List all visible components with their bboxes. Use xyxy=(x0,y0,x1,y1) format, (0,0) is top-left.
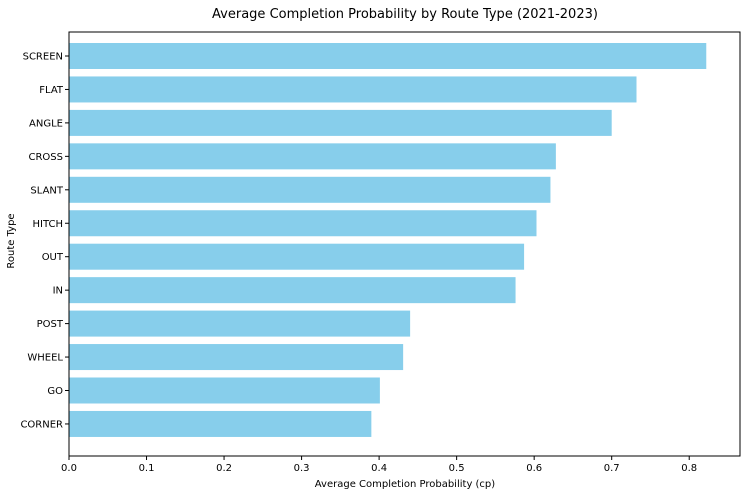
x-axis-ticks: 0.0 0.1 0.2 0.3 0.4 0.5 0.6 0.7 0.8 xyxy=(61,456,697,474)
y-tick-label: CORNER xyxy=(20,419,63,430)
y-tick-label: GO xyxy=(47,386,63,397)
plot-frame xyxy=(68,31,741,457)
x-tick-label: 0.2 xyxy=(216,463,232,474)
y-axis-ticks: SCREEN FLAT ANGLE CROSS SLANT HITCH OUT IN POST W… xyxy=(20,52,69,430)
chart-title: Average Completion Probability by Route … xyxy=(212,7,598,22)
x-tick-label: 0.0 xyxy=(61,463,77,474)
bar-angle xyxy=(69,109,612,136)
bar-slant xyxy=(69,176,551,203)
bar-out xyxy=(69,243,525,270)
x-tick-label: 0.7 xyxy=(604,463,620,474)
bar-go xyxy=(69,377,380,404)
bars-group xyxy=(69,43,707,437)
bar-screen xyxy=(69,43,707,69)
x-tick-label: 0.6 xyxy=(526,463,542,474)
bar-in xyxy=(69,277,516,304)
y-axis-label: Route Type xyxy=(6,213,17,268)
x-tick-label: 0.3 xyxy=(294,463,310,474)
x-axis-label: Average Completion Probability (cp) xyxy=(315,479,495,490)
x-tick-label: 0.4 xyxy=(371,463,387,474)
y-tick-label: IN xyxy=(53,286,63,297)
bar-post xyxy=(69,310,411,337)
y-tick-label: HITCH xyxy=(33,219,64,230)
bar-corner xyxy=(69,410,372,437)
x-tick-label: 0.5 xyxy=(449,463,465,474)
y-tick-label: OUT xyxy=(42,252,64,263)
x-tick-label: 0.1 xyxy=(139,463,155,474)
y-tick-label: SLANT xyxy=(30,185,63,196)
y-tick-label: CROSS xyxy=(29,152,64,163)
y-tick-label: SCREEN xyxy=(23,52,63,63)
bar-hitch xyxy=(69,210,537,237)
y-tick-label: ANGLE xyxy=(29,118,63,129)
bar-wheel xyxy=(69,344,404,371)
x-tick-label: 0.8 xyxy=(681,463,697,474)
y-tick-label: WHEEL xyxy=(27,353,63,364)
y-tick-label: POST xyxy=(37,319,64,330)
y-tick-label: FLAT xyxy=(39,85,64,96)
bar-cross xyxy=(69,143,556,170)
bar-flat xyxy=(69,76,637,103)
